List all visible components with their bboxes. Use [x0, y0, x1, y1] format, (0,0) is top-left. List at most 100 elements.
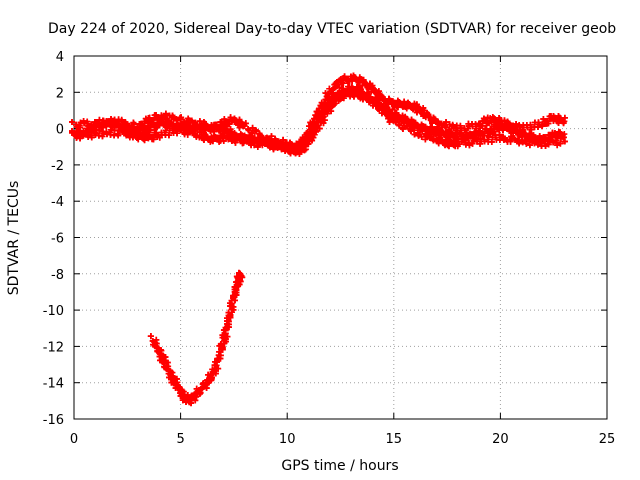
data-point: [425, 112, 432, 119]
data-point: [426, 133, 433, 140]
data-point: [379, 94, 386, 101]
data-point: [419, 128, 426, 135]
data-point: [321, 111, 328, 118]
data-point: [154, 115, 161, 122]
data-point: [340, 80, 347, 87]
y-tick-label: -12: [43, 340, 64, 355]
data-point: [325, 106, 332, 113]
data-point: [126, 122, 133, 129]
data-point: [321, 100, 328, 107]
y-tick-label: -16: [43, 413, 64, 428]
data-point: [484, 114, 491, 121]
data-point: [130, 119, 137, 126]
data-point: [496, 118, 503, 125]
x-tick-label: 20: [492, 432, 509, 447]
data-point: [407, 125, 414, 132]
data-point: [165, 117, 172, 124]
data-point: [438, 120, 445, 127]
data-point: [302, 135, 309, 142]
y-tick-label: -14: [43, 377, 64, 392]
y-tick-label: -4: [51, 195, 64, 210]
data-point: [450, 132, 457, 139]
data-point: [561, 138, 568, 145]
x-tick-label: 0: [70, 432, 78, 447]
data-point: [141, 137, 148, 144]
data-point: [445, 143, 452, 150]
data-point: [434, 138, 441, 145]
data-point: [99, 122, 106, 129]
data-point: [156, 122, 163, 129]
data-point: [454, 133, 461, 140]
data-point: [331, 100, 338, 107]
data-point: [382, 111, 389, 118]
data-point: [135, 136, 142, 143]
y-tick-label: -2: [51, 159, 64, 174]
data-point: [340, 93, 347, 100]
data-point: [202, 120, 209, 127]
data-point: [534, 139, 541, 146]
data-point: [454, 140, 461, 147]
data-point: [352, 88, 359, 95]
ticks: [73, 55, 608, 420]
data-point: [499, 126, 506, 133]
data-point: [434, 123, 441, 130]
y-tick-label: 2: [56, 86, 64, 101]
data-point: [254, 143, 261, 150]
data-point: [504, 136, 511, 143]
data-point: [496, 114, 503, 121]
data-point: [423, 125, 430, 132]
data-point: [266, 142, 273, 149]
data-point: [464, 125, 471, 132]
y-tick-labels: 420-2-4-6-8-10-12-14-16: [43, 50, 64, 428]
data-point: [371, 98, 378, 105]
data-point: [177, 114, 184, 121]
data-point: [122, 119, 129, 126]
y-tick-label: -8: [51, 268, 64, 283]
data-point: [519, 126, 526, 133]
data-point: [309, 119, 316, 126]
data-point: [188, 128, 195, 135]
data-point: [380, 104, 387, 111]
data-point: [404, 118, 411, 125]
data-point: [181, 118, 188, 125]
data-point: [91, 119, 98, 126]
data-point: [507, 138, 514, 145]
data-point: [435, 130, 442, 137]
data-point: [403, 122, 410, 129]
data-point: [241, 121, 248, 128]
data-point: [161, 129, 168, 136]
data-point: [369, 82, 376, 89]
data-point: [522, 138, 529, 145]
data-point: [247, 138, 254, 145]
data-point: [220, 122, 227, 129]
data-point: [232, 118, 239, 125]
data-point: [287, 150, 294, 157]
x-tick-label: 15: [386, 432, 403, 447]
data-point: [251, 142, 258, 149]
data-point: [188, 117, 195, 124]
data-point: [488, 119, 495, 126]
data-point: [231, 138, 238, 145]
data-point: [399, 124, 406, 131]
data-point: [130, 129, 137, 136]
data-point: [202, 131, 209, 138]
data-point: [394, 104, 401, 111]
data-point: [393, 110, 400, 117]
data-point: [360, 78, 367, 85]
data-point: [248, 129, 255, 136]
data-point: [314, 109, 321, 116]
data-point: [519, 137, 526, 144]
data-point: [154, 348, 161, 355]
data-point: [114, 120, 121, 127]
data-point: [491, 128, 498, 135]
data-point: [198, 133, 205, 140]
data-point: [406, 101, 413, 108]
data-point: [163, 365, 170, 372]
data-point: [270, 144, 277, 151]
data-point: [510, 130, 517, 137]
data-point: [375, 88, 382, 95]
data-point: [249, 124, 256, 131]
data-point: [370, 86, 377, 93]
data-point: [243, 136, 250, 143]
data-point: [158, 112, 165, 119]
